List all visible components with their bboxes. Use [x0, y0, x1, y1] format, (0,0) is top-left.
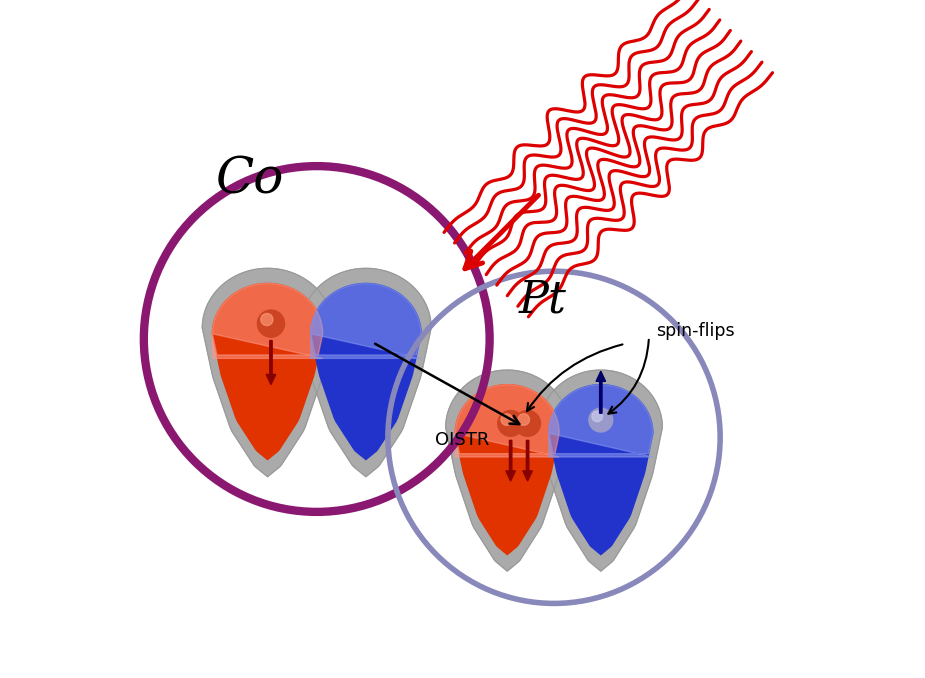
Text: spin-flips: spin-flips [656, 322, 734, 340]
FancyArrow shape [596, 372, 606, 414]
Polygon shape [539, 370, 662, 571]
Polygon shape [311, 283, 421, 359]
Polygon shape [455, 384, 560, 457]
FancyArrow shape [506, 441, 515, 481]
Circle shape [518, 414, 529, 425]
Text: OISTR: OISTR [436, 431, 489, 449]
Polygon shape [311, 283, 421, 460]
Text: Co: Co [215, 155, 283, 204]
Polygon shape [203, 268, 333, 477]
Polygon shape [301, 268, 431, 477]
Polygon shape [446, 370, 569, 571]
Circle shape [514, 410, 540, 437]
Polygon shape [213, 283, 323, 359]
Circle shape [501, 414, 512, 425]
Circle shape [498, 410, 524, 437]
Circle shape [589, 408, 612, 432]
Polygon shape [213, 283, 323, 460]
Polygon shape [455, 384, 560, 555]
Circle shape [257, 310, 285, 337]
Polygon shape [549, 384, 653, 555]
Circle shape [261, 313, 273, 325]
FancyArrow shape [266, 340, 276, 384]
Text: Pt: Pt [519, 278, 566, 321]
Circle shape [592, 411, 602, 422]
FancyArrow shape [523, 441, 532, 481]
Polygon shape [549, 384, 653, 457]
